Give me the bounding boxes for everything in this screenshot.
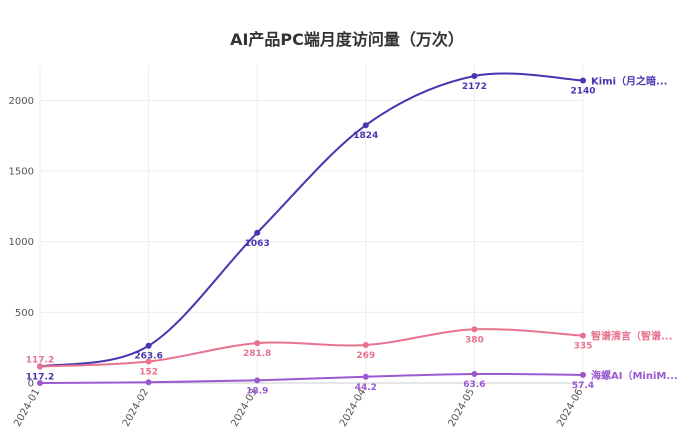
data-label: 152 <box>139 368 158 378</box>
data-label: 2172 <box>462 82 487 92</box>
y-tick-label: 1500 <box>9 167 34 178</box>
data-label: 117.2 <box>26 372 54 382</box>
data-point <box>471 326 478 333</box>
y-tick-label: 2000 <box>9 96 34 107</box>
data-label: 1063 <box>245 239 270 249</box>
y-tick-label: 0 <box>28 379 34 390</box>
data-point <box>471 371 478 378</box>
data-point <box>37 363 43 370</box>
x-tick-label: 2024-06 <box>555 387 585 429</box>
data-point <box>254 229 261 236</box>
data-point <box>254 377 261 384</box>
data-label: 335 <box>574 342 593 352</box>
data-point <box>580 77 586 84</box>
data-point <box>471 73 478 80</box>
y-tick-label: 1000 <box>9 237 34 248</box>
series-end-label: 智谱清言（智谱... <box>591 330 672 343</box>
data-point <box>580 332 586 339</box>
series-2: 18.9 44.2 63.6 57.4海螺AI（MiniM... <box>37 369 678 396</box>
data-label: 281.8 <box>243 349 271 359</box>
data-label: 117.2 <box>26 355 54 365</box>
data-point <box>37 380 43 386</box>
x-tick-label: 2024-05 <box>447 387 477 429</box>
x-tick-label: 2024-04 <box>338 387 368 429</box>
data-label: 380 <box>465 335 484 345</box>
series-end-label: Kimi（月之暗... <box>591 75 667 88</box>
data-label: 18.9 <box>246 386 268 396</box>
data-label: 63.6 <box>463 380 485 390</box>
series-1: 117.2 152 281.8 269 380 335智谱清言（智谱... <box>26 326 672 378</box>
data-label: 1824 <box>353 131 378 141</box>
series-end-label: 海螺AI（MiniM... <box>591 369 678 382</box>
data-point <box>145 358 152 365</box>
data-point <box>362 122 369 129</box>
data-point <box>145 379 152 386</box>
data-label: 57.4 <box>572 381 594 391</box>
data-label: 263.6 <box>134 352 162 362</box>
data-label: 44.2 <box>355 383 377 393</box>
data-label: 2140 <box>570 87 595 97</box>
data-point <box>580 371 586 378</box>
series-line <box>39 328 584 368</box>
series-0: 117.2 263.6 1063 1824 2172 2140Kimi（月之暗... <box>26 72 667 382</box>
y-tick-label: 500 <box>15 308 34 319</box>
x-tick-label: 2024-01 <box>12 387 42 429</box>
series-line <box>39 372 584 384</box>
data-point <box>362 373 369 380</box>
y-axis-ticks: 0 500 1000 1500 2000 <box>9 96 34 390</box>
grid-lines <box>39 65 584 384</box>
data-point <box>254 340 261 347</box>
series-line <box>39 72 584 368</box>
x-axis-ticks: 2024-01 2024-02 2024-03 2024-04 2024-05 2024-… <box>12 387 585 429</box>
data-label: 269 <box>356 351 375 361</box>
data-point <box>362 341 369 348</box>
x-tick-label: 2024-02 <box>121 387 151 429</box>
data-point <box>145 342 152 349</box>
chart-title: AI产品PC端月度访问量（万次） <box>230 30 464 49</box>
